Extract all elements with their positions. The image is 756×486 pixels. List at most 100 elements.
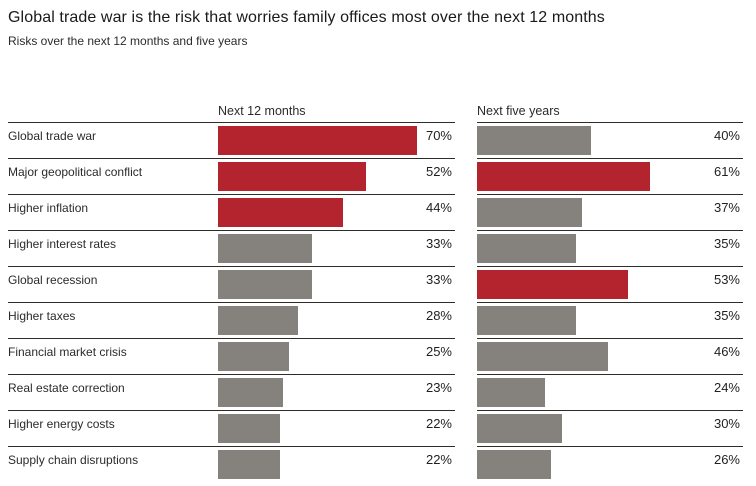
bar-zone-next-five-years: 35% (477, 303, 743, 338)
row-section-next-five-years: 53% (477, 266, 743, 302)
row-section-next-12-months: Global trade war 70% (8, 122, 455, 158)
column-header-next-five-years: Next five years (477, 104, 743, 122)
row-section-next-12-months: Higher taxes 28% (8, 302, 455, 338)
row-section-next-12-months: Higher energy costs 22% (8, 410, 455, 446)
bar-next-12-months (218, 126, 417, 155)
column-gap (455, 194, 477, 230)
bar-zone-next-12-months: 28% (218, 303, 455, 338)
bar-next-five-years (477, 270, 628, 299)
category-label: Higher inflation (8, 201, 89, 215)
row-section-next-12-months: Financial market crisis 25% (8, 338, 455, 374)
row-section-next-five-years: 24% (477, 374, 743, 410)
bar-zone-next-12-months: 33% (218, 267, 455, 302)
column-gap (455, 122, 477, 158)
chart-row: Higher taxes 28% 35% (8, 302, 743, 338)
row-section-next-five-years: 61% (477, 158, 743, 194)
bar-zone-next-five-years: 53% (477, 267, 743, 302)
row-section-next-five-years: 40% (477, 122, 743, 158)
column-gap (455, 446, 477, 482)
chart-row: Global trade war 70% 40% (8, 122, 743, 158)
row-section-next-five-years: 37% (477, 194, 743, 230)
bar-value-next-five-years: 46% (713, 344, 740, 359)
bar-value-next-five-years: 35% (713, 236, 740, 251)
page-subtitle: Risks over the next 12 months and five y… (8, 34, 248, 48)
bar-zone-next-12-months: 44% (218, 195, 455, 230)
bar-value-next-five-years: 26% (713, 452, 740, 467)
category-label: Supply chain disruptions (8, 453, 139, 467)
bar-value-next-five-years: 24% (713, 380, 740, 395)
category-label: Higher interest rates (8, 237, 117, 251)
bar-next-12-months (218, 450, 281, 479)
bar-next-five-years (477, 162, 651, 191)
column-gap (455, 410, 477, 446)
bar-value-next-five-years: 53% (713, 272, 740, 287)
bar-value-next-12-months: 22% (425, 416, 452, 431)
column-gap (455, 230, 477, 266)
category-label: Major geopolitical conflict (8, 165, 143, 179)
bar-next-five-years (477, 198, 583, 227)
bar-zone-next-five-years: 24% (477, 375, 743, 410)
bar-zone-next-12-months: 52% (218, 159, 455, 194)
bar-value-next-12-months: 33% (425, 272, 452, 287)
chart-rows: Global trade war 70% 40% Major geopolitical… (8, 122, 743, 482)
bar-value-next-12-months: 52% (425, 164, 452, 179)
row-section-next-12-months: Major geopolitical conflict 52% (8, 158, 455, 194)
chart-row: Financial market crisis 25% 46% (8, 338, 743, 374)
row-section-next-five-years: 46% (477, 338, 743, 374)
category-label: Financial market crisis (8, 345, 127, 359)
row-section-next-five-years: 30% (477, 410, 743, 446)
bar-next-five-years (477, 126, 591, 155)
bar-next-12-months (218, 414, 281, 443)
column-gap (455, 302, 477, 338)
bar-next-five-years (477, 378, 546, 407)
row-section-next-five-years: 26% (477, 446, 743, 482)
row-section-next-five-years: 35% (477, 230, 743, 266)
bar-zone-next-five-years: 61% (477, 159, 743, 194)
bar-value-next-12-months: 22% (425, 452, 452, 467)
bar-zone-next-five-years: 37% (477, 195, 743, 230)
bar-zone-next-five-years: 30% (477, 411, 743, 446)
bar-next-12-months (218, 270, 312, 299)
column-gap (455, 266, 477, 302)
bar-zone-next-12-months: 33% (218, 231, 455, 266)
bar-next-12-months (218, 198, 343, 227)
category-label: Global trade war (8, 129, 97, 143)
category-label: Global recession (8, 273, 98, 287)
bar-next-12-months (218, 306, 298, 335)
bar-zone-next-five-years: 40% (477, 123, 743, 158)
column-gap (455, 374, 477, 410)
chart-row: Higher energy costs 22% 30% (8, 410, 743, 446)
row-section-next-12-months: Real estate correction 23% (8, 374, 455, 410)
chart-row: Real estate correction 23% 24% (8, 374, 743, 410)
bar-next-five-years (477, 234, 577, 263)
bar-next-five-years (477, 414, 563, 443)
bar-next-12-months (218, 234, 312, 263)
bar-value-next-five-years: 37% (713, 200, 740, 215)
bar-value-next-five-years: 61% (713, 164, 740, 179)
chart-row: Supply chain disruptions 22% 26% (8, 446, 743, 482)
bar-value-next-five-years: 30% (713, 416, 740, 431)
bar-value-next-five-years: 35% (713, 308, 740, 323)
bar-next-12-months (218, 342, 289, 371)
category-label: Higher taxes (8, 309, 76, 323)
row-section-next-12-months: Global recession 33% (8, 266, 455, 302)
bar-next-12-months (218, 378, 284, 407)
row-section-next-five-years: 35% (477, 302, 743, 338)
bar-zone-next-five-years: 26% (477, 447, 743, 482)
bar-zone-next-five-years: 35% (477, 231, 743, 266)
chart-row: Global recession 33% 53% (8, 266, 743, 302)
category-label: Real estate correction (8, 381, 125, 395)
column-gap (455, 158, 477, 194)
chart-row: Higher inflation 44% 37% (8, 194, 743, 230)
bar-value-next-12-months: 28% (425, 308, 452, 323)
bar-zone-next-12-months: 22% (218, 411, 455, 446)
bar-zone-next-12-months: 25% (218, 339, 455, 374)
column-header-label: Next five years (477, 104, 560, 118)
bar-zone-next-12-months: 70% (218, 123, 455, 158)
column-gap (455, 338, 477, 374)
bar-value-next-12-months: 33% (425, 236, 452, 251)
chart-row: Major geopolitical conflict 52% 61% (8, 158, 743, 194)
column-header-label: Next 12 months (218, 104, 306, 118)
category-label: Higher energy costs (8, 417, 115, 431)
